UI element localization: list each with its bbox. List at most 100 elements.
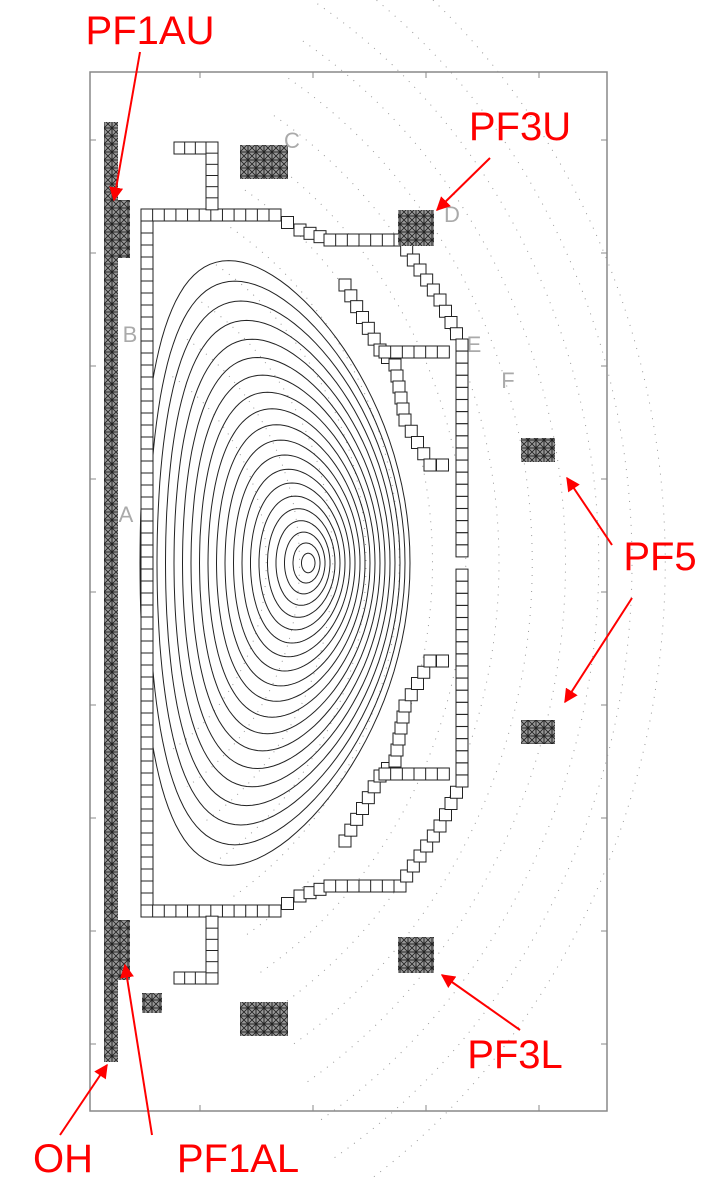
wall-tile [371, 234, 383, 246]
wall-tile [206, 187, 218, 199]
wall-tile [456, 702, 468, 714]
wall-tile [141, 461, 153, 473]
wall-tile [141, 773, 153, 785]
wall-tile [211, 905, 223, 917]
flux-contour [191, 375, 380, 751]
arrow [125, 965, 152, 1135]
coils [104, 122, 555, 1062]
wall-tile [339, 279, 351, 291]
wall-tile [445, 317, 457, 329]
wall-tile [141, 785, 153, 797]
wall-tile [391, 768, 403, 780]
wall-tile [402, 346, 414, 358]
wall-tile [141, 629, 153, 641]
letter: F [501, 368, 514, 393]
wall-tile [141, 233, 153, 245]
callout-label: PF5 [623, 535, 696, 579]
wall-tile [257, 905, 269, 917]
wall-tile [456, 521, 468, 533]
flux-contour [285, 532, 326, 594]
wall-tile [141, 473, 153, 485]
wall-tile [141, 497, 153, 509]
wall-tile [412, 678, 424, 690]
arrow [567, 478, 612, 545]
wall-tile [456, 460, 468, 472]
wall-tile [246, 209, 258, 221]
wall-tile [282, 898, 294, 910]
wall-tile [141, 449, 153, 461]
wall-tile [141, 521, 153, 533]
arrow [60, 1065, 107, 1135]
wall-tile [405, 689, 417, 701]
wall-tile [351, 813, 363, 825]
frame-ticks [90, 72, 607, 1111]
wall-tile [206, 198, 218, 210]
wall-tile [141, 317, 153, 329]
wall-tile [362, 792, 374, 804]
wall-tile [141, 881, 153, 893]
wall-tile [141, 545, 153, 557]
wall-tile [199, 209, 211, 221]
wall-tile [434, 820, 446, 832]
flux-contour [302, 553, 316, 572]
wall-tile [445, 798, 457, 810]
wall-tile [141, 713, 153, 725]
wall-tile [199, 905, 211, 917]
callout-label: PF1AU [86, 9, 215, 53]
field-line [216, 265, 366, 862]
wall-tile [141, 617, 153, 629]
wall-tile [339, 835, 351, 847]
wall-tile [456, 605, 468, 617]
diagram: C D B E F A PF1AU PF3U PF5 PF3L OH PF1AL [0, 0, 721, 1179]
wall-tile [456, 739, 468, 751]
wall-tile [141, 353, 153, 365]
wall-tile [397, 711, 409, 723]
wall-tile [164, 209, 176, 221]
wall-tile [357, 312, 369, 324]
wall-tile [456, 496, 468, 508]
pf1b-coil [142, 993, 162, 1013]
wall-tile [359, 234, 371, 246]
wall-tile [382, 234, 394, 246]
wall-tile [141, 677, 153, 689]
flux-contour [251, 483, 346, 643]
frame [90, 72, 607, 1111]
wall-tile [141, 413, 153, 425]
flux-contour [157, 301, 400, 825]
wall-tile [176, 209, 188, 221]
wall-tile [389, 755, 401, 767]
wall-tile [391, 744, 403, 756]
wall-tile [402, 768, 414, 780]
wall-tile [141, 581, 153, 593]
pf2l-coil [240, 1002, 288, 1036]
wall-tile [141, 401, 153, 413]
wall-tile [347, 234, 359, 246]
wall-tile [379, 346, 391, 358]
pf3l-coil [398, 937, 434, 973]
wall-tile [393, 733, 405, 745]
wall-tile [188, 905, 200, 917]
wall-tile [206, 164, 218, 176]
wall-tile [399, 700, 411, 712]
wall-tile [141, 293, 153, 305]
flux-contour [293, 543, 320, 583]
wall-tile [399, 414, 411, 426]
wall-tile [368, 781, 380, 793]
wall-tile [141, 593, 153, 605]
pf2u-coil [240, 145, 288, 179]
flux-contour [234, 455, 356, 671]
wall-tile [395, 722, 407, 734]
wall-tile [437, 768, 449, 780]
wall-tile [211, 209, 223, 221]
wall-tile [456, 387, 468, 399]
wall-tile [141, 665, 153, 677]
wall-tile [269, 905, 281, 917]
field-line [303, 41, 566, 1085]
wall-tile [141, 509, 153, 521]
wall-tile [141, 653, 153, 665]
wall-tile [141, 641, 153, 653]
wall-tile [141, 869, 153, 881]
wall-tile [418, 666, 430, 678]
wall-tile [347, 880, 359, 892]
wall-tile [206, 153, 218, 165]
